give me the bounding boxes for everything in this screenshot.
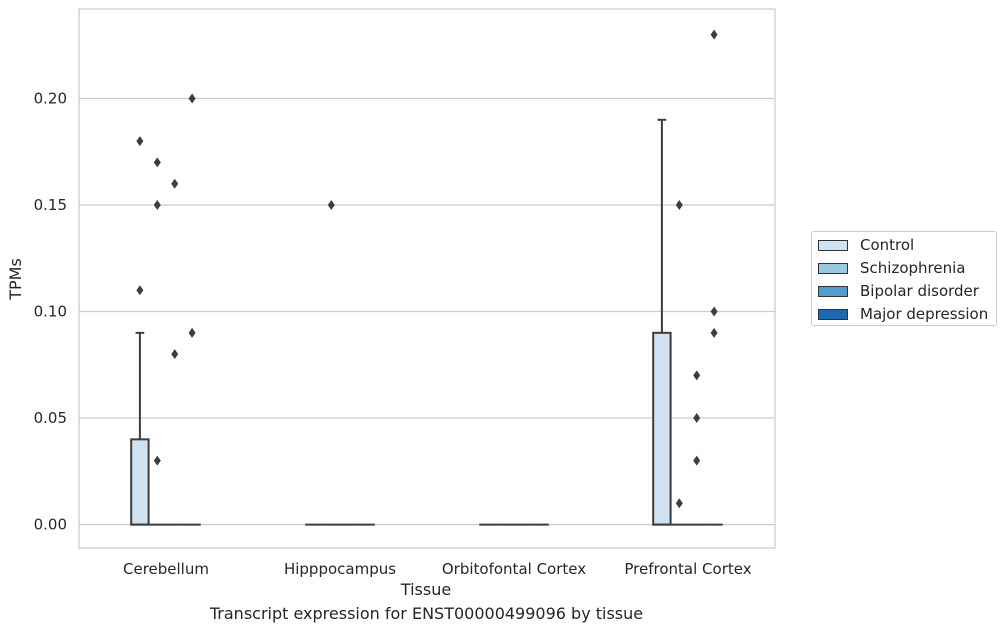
legend-swatch	[818, 308, 848, 320]
box-control	[652, 118, 672, 526]
outlier-point	[710, 306, 718, 317]
outlier-point	[171, 349, 179, 360]
outlier-point	[675, 200, 683, 210]
legend-item: Bipolar disorder	[818, 281, 979, 301]
legend-label: Schizophrenia	[860, 259, 966, 277]
outlier-point	[153, 455, 161, 466]
outlier-point	[710, 29, 718, 40]
y-tick-label: 0.10	[34, 303, 67, 321]
legend-item: Major depression	[818, 304, 988, 324]
y-axis-title: TPMs	[6, 258, 25, 301]
box-control	[130, 331, 150, 526]
outlier-point	[153, 200, 161, 210]
x-tick-label: Orbitofontal Cortex	[442, 560, 586, 578]
outlier-point	[693, 413, 701, 424]
legend-swatch	[818, 262, 848, 274]
outlier-point	[675, 498, 683, 509]
legend-item: Control	[818, 235, 914, 255]
box-body	[130, 438, 150, 526]
chart-title: Transcript expression for ENST0000049909…	[209, 604, 644, 623]
legend-label: Bipolar disorder	[860, 282, 979, 300]
outlier-point	[136, 136, 144, 147]
box-plot-series	[130, 118, 723, 526]
outlier-point	[136, 285, 144, 296]
legend-label: Control	[860, 236, 915, 254]
outlier-point	[171, 178, 179, 189]
y-tick-label: 0.15	[34, 196, 67, 214]
legend-swatch	[818, 239, 848, 251]
outlier-point	[710, 327, 718, 338]
legend-item: Schizophrenia	[818, 258, 965, 278]
x-tick-label: Prefrontal Cortex	[624, 560, 751, 578]
x-axis-title: Tissue	[400, 580, 451, 599]
legend-swatch	[818, 285, 848, 297]
outlier-point	[693, 455, 701, 466]
plot-area-frame	[78, 8, 776, 549]
y-tick-label: 0.05	[34, 409, 67, 427]
outlier-point	[693, 370, 701, 381]
outlier-point	[188, 327, 196, 338]
box-body	[652, 331, 672, 526]
x-tick-label: Cerebellum	[123, 560, 209, 578]
outlier-point	[327, 200, 335, 210]
outlier-points	[136, 29, 718, 509]
outlier-point	[188, 93, 196, 104]
legend-label: Major depression	[860, 305, 989, 323]
legend: Control Schizophrenia Bipolar disorder Majo…	[811, 231, 997, 326]
outlier-point	[153, 157, 161, 168]
y-tick-label: 0.00	[34, 516, 67, 534]
y-tick-label: 0.20	[34, 89, 67, 107]
x-axis-ticks: Cerebellum Hipppocampus Orbitofontal Corte…	[123, 560, 752, 578]
x-tick-label: Hipppocampus	[284, 560, 396, 578]
y-axis-ticks: 0.00 0.05 0.10 0.15 0.20	[34, 89, 67, 533]
